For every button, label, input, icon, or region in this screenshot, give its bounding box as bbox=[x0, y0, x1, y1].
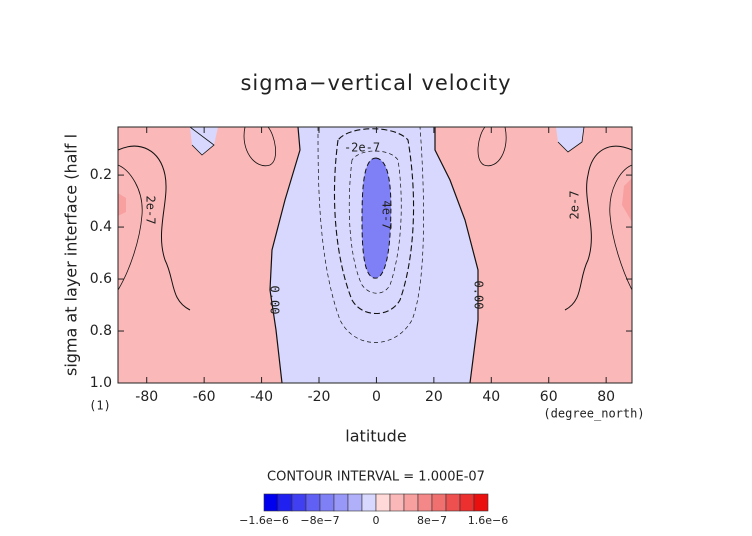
colorbar-box bbox=[459, 493, 475, 512]
colorbar-box bbox=[445, 493, 461, 512]
contour-label: 4e-7 bbox=[380, 201, 394, 230]
y-tick-label: 0.8 bbox=[90, 323, 112, 339]
x-tick-label: 40 bbox=[482, 389, 500, 405]
y-tick-label: 0.4 bbox=[90, 219, 112, 235]
colorbar-box bbox=[333, 493, 349, 512]
contour-line bbox=[557, 126, 585, 153]
contour-line bbox=[269, 126, 301, 384]
colorbar-box bbox=[431, 493, 447, 512]
x-tick-label: 80 bbox=[597, 389, 615, 405]
colorbar-label: 8e−7 bbox=[417, 514, 447, 527]
contour-line bbox=[361, 157, 392, 279]
colorbar-box bbox=[305, 493, 321, 512]
colorbar-box bbox=[375, 493, 391, 512]
contour-line bbox=[243, 126, 277, 167]
colorbar-box bbox=[319, 493, 335, 512]
field-negative bbox=[190, 127, 218, 155]
x-tick-label: 0 bbox=[372, 389, 381, 405]
y-axis-label: sigma at layer interface (half l bbox=[62, 134, 81, 376]
plot-frame bbox=[117, 126, 633, 384]
colorbar-label: 0 bbox=[373, 514, 380, 527]
contour-label: -2e-7 bbox=[344, 141, 380, 155]
contour-label: 0.00 bbox=[472, 281, 486, 310]
x-tick-label: 60 bbox=[540, 389, 558, 405]
colorbar-box bbox=[291, 493, 307, 512]
colorbar-box bbox=[263, 493, 279, 512]
y-tick-label: 0.6 bbox=[90, 271, 112, 287]
y-tick-label: 0.2 bbox=[90, 167, 112, 183]
plot-area: 2e-7 2e-7 0.00 0.00 -2e-7 4e-7 bbox=[117, 126, 633, 384]
colorbar-box bbox=[347, 493, 363, 512]
colorbar-box bbox=[277, 493, 293, 512]
contour-line bbox=[117, 164, 143, 291]
contour-line bbox=[117, 145, 191, 311]
colorbar-box bbox=[361, 493, 377, 512]
chart-title: sigma−vertical velocity bbox=[240, 71, 511, 95]
x-tick-label: 20 bbox=[425, 389, 443, 405]
contour-line bbox=[434, 127, 479, 384]
colorbar-box bbox=[403, 493, 419, 512]
contour-line bbox=[609, 164, 633, 291]
x-axis-label: latitude bbox=[345, 427, 406, 446]
field-strong-positive bbox=[118, 193, 126, 216]
y-unit: (1) bbox=[89, 399, 111, 413]
colorbar-box bbox=[473, 493, 489, 512]
colorbar-label: 1.6e−6 bbox=[468, 514, 508, 527]
contour-label: 0.00 bbox=[268, 286, 282, 315]
contour-line bbox=[333, 128, 415, 314]
contour-interval: CONTOUR INTERVAL = 1.000E-07 bbox=[267, 470, 485, 485]
field-strong-negative bbox=[362, 158, 391, 279]
contour-line bbox=[317, 126, 424, 343]
contour-line bbox=[477, 126, 507, 167]
x-tick-label: -40 bbox=[250, 389, 273, 405]
field-negative bbox=[556, 127, 584, 152]
field-strong-positive bbox=[622, 178, 632, 222]
colorbar-label: −8e−7 bbox=[300, 514, 339, 527]
colorbar-box bbox=[389, 493, 405, 512]
colorbar-label: −1.6e−6 bbox=[239, 514, 289, 527]
colorbar-box bbox=[417, 493, 433, 512]
x-unit: (degree_north) bbox=[543, 407, 644, 421]
contour-label: 2e-7 bbox=[568, 191, 582, 220]
contour-line bbox=[189, 126, 215, 156]
x-tick-label: -60 bbox=[193, 389, 216, 405]
contour-line bbox=[564, 145, 633, 311]
y-tick-label: 1.0 bbox=[90, 375, 112, 391]
x-tick-label: -80 bbox=[135, 389, 158, 405]
x-tick-label: -20 bbox=[308, 389, 331, 405]
contour-label: 2e-7 bbox=[144, 196, 158, 225]
